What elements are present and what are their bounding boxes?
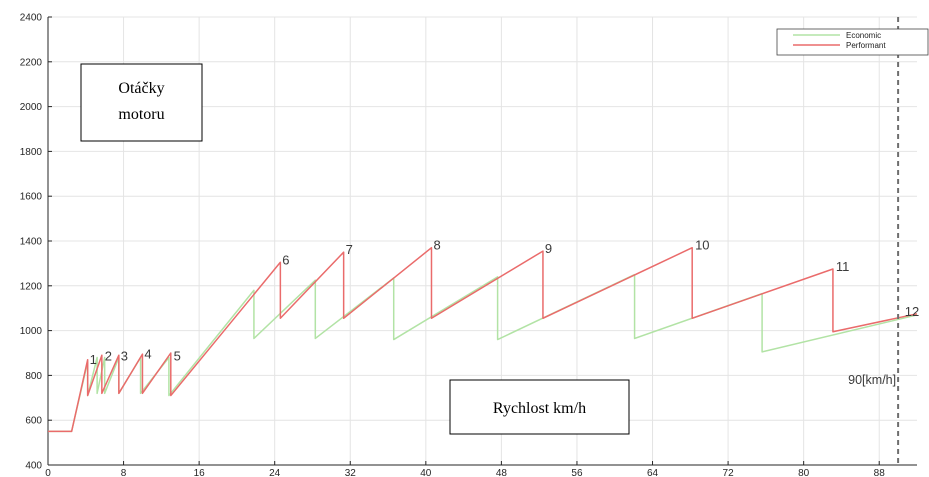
legend: Economic Performant bbox=[776, 28, 929, 56]
legend-label-performance: Performant bbox=[846, 41, 886, 50]
annotation-rpm-box bbox=[80, 63, 203, 142]
y-tick-label: 1200 bbox=[20, 281, 43, 292]
gear-label: 12 bbox=[905, 304, 919, 319]
x-tick-label: 56 bbox=[571, 468, 583, 477]
gear-label: 11 bbox=[836, 259, 850, 274]
x-tick-label: 16 bbox=[194, 468, 206, 477]
gear-label: 3 bbox=[121, 349, 128, 364]
y-tick-label: 1600 bbox=[20, 192, 43, 203]
x-tick-label: 32 bbox=[345, 468, 357, 477]
x-tick-label: 24 bbox=[269, 468, 281, 477]
gear-label: 1 bbox=[90, 352, 97, 367]
legend-label-economic: Economic bbox=[846, 31, 881, 40]
x-tick-label: 8 bbox=[121, 468, 127, 477]
y-tick-label: 2000 bbox=[20, 102, 43, 113]
reference-line-group: 90[km/h] bbox=[848, 17, 900, 465]
y-tick-label: 400 bbox=[25, 461, 42, 472]
y-tick-label: 1400 bbox=[20, 237, 43, 248]
data-series bbox=[48, 246, 918, 433]
x-tick-label: 80 bbox=[798, 468, 810, 477]
gear-label: 5 bbox=[174, 349, 181, 364]
series-line-performance bbox=[48, 246, 918, 433]
annotation-rpm-line-1: Otáčky bbox=[118, 80, 164, 97]
y-tick-label: 1000 bbox=[20, 326, 43, 337]
x-tick-label: 72 bbox=[723, 468, 735, 477]
annotation-rpm: Otáčky motoru bbox=[80, 63, 203, 142]
x-tick-label: 48 bbox=[496, 468, 508, 477]
x-tick-label: 64 bbox=[647, 468, 659, 477]
annotation-speed: Rychlost km/h bbox=[449, 379, 630, 435]
axes: 0 8 16 24 32 40 48 56 64 72 80 88400600800100012001… bbox=[20, 13, 917, 477]
y-tick-label: 600 bbox=[25, 416, 42, 427]
gear-label: 6 bbox=[282, 252, 289, 267]
gear-label: 2 bbox=[105, 349, 112, 364]
reference-line-label: 90[km/h] bbox=[848, 373, 896, 387]
annotation-speed-box bbox=[449, 379, 630, 435]
y-tick-label: 2400 bbox=[20, 13, 43, 24]
y-tick-label: 2200 bbox=[20, 57, 43, 68]
gear-label: 10 bbox=[695, 238, 709, 253]
gear-label: 7 bbox=[346, 242, 353, 257]
annotation-speed-text: Rychlost km/h bbox=[493, 400, 586, 417]
x-tick-label: 88 bbox=[874, 468, 886, 477]
y-tick-label: 800 bbox=[25, 371, 42, 382]
x-tick-label: 40 bbox=[420, 468, 432, 477]
y-tick-label: 1800 bbox=[20, 147, 43, 158]
gear-label: 8 bbox=[433, 238, 440, 253]
x-tick-label: 0 bbox=[45, 468, 51, 477]
gear-label: 9 bbox=[545, 241, 552, 256]
legend-box bbox=[776, 28, 929, 56]
annotation-rpm-line-2: motoru bbox=[118, 106, 164, 123]
gear-label: 4 bbox=[144, 346, 151, 361]
